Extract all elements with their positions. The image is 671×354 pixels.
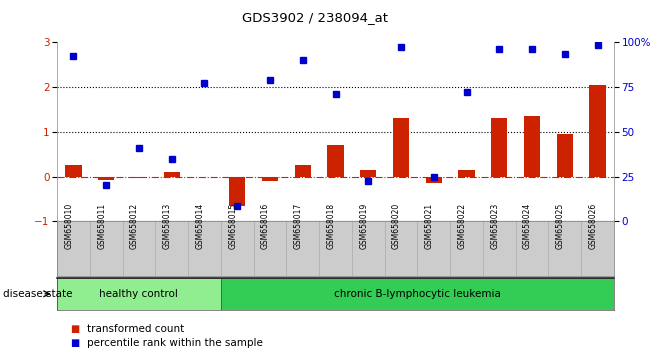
Text: transformed count: transformed count (87, 324, 185, 333)
Text: GSM658026: GSM658026 (588, 202, 598, 249)
Text: healthy control: healthy control (99, 289, 178, 299)
Bar (458, 170, 475, 177)
Bar (589, 85, 606, 177)
Text: GSM658010: GSM658010 (64, 202, 73, 249)
Text: GSM658022: GSM658022 (458, 202, 466, 249)
Bar (65, 165, 82, 177)
Text: GSM658023: GSM658023 (491, 202, 499, 249)
Text: GSM658011: GSM658011 (97, 202, 106, 249)
Text: GSM658012: GSM658012 (130, 202, 139, 249)
Bar (524, 116, 540, 177)
Bar (425, 177, 442, 183)
Text: GSM658018: GSM658018 (327, 202, 336, 249)
Bar (557, 134, 573, 177)
Text: GDS3902 / 238094_at: GDS3902 / 238094_at (242, 11, 389, 24)
Text: GSM658019: GSM658019 (359, 202, 368, 249)
Text: GSM658021: GSM658021 (425, 202, 433, 249)
Text: ■: ■ (70, 338, 80, 348)
Text: ■: ■ (70, 324, 80, 333)
Text: GSM658025: GSM658025 (556, 202, 565, 249)
Bar (164, 172, 180, 177)
Text: GSM658015: GSM658015 (228, 202, 238, 249)
Bar (491, 119, 507, 177)
Bar (98, 177, 114, 180)
Text: GSM658024: GSM658024 (523, 202, 532, 249)
Bar (229, 177, 246, 206)
Text: GSM658014: GSM658014 (195, 202, 205, 249)
Text: GSM658017: GSM658017 (294, 202, 303, 249)
Text: GSM658020: GSM658020 (392, 202, 401, 249)
Bar (221, 278, 614, 310)
Text: disease state: disease state (3, 289, 73, 299)
Bar (295, 165, 311, 177)
Bar (360, 170, 376, 177)
Bar (393, 119, 409, 177)
Text: chronic B-lymphocytic leukemia: chronic B-lymphocytic leukemia (334, 289, 501, 299)
Text: GSM658016: GSM658016 (261, 202, 270, 249)
Bar (262, 177, 278, 181)
Text: percentile rank within the sample: percentile rank within the sample (87, 338, 263, 348)
Bar (57, 278, 221, 310)
Bar (327, 145, 344, 177)
Text: GSM658013: GSM658013 (162, 202, 172, 249)
Bar (131, 177, 147, 178)
